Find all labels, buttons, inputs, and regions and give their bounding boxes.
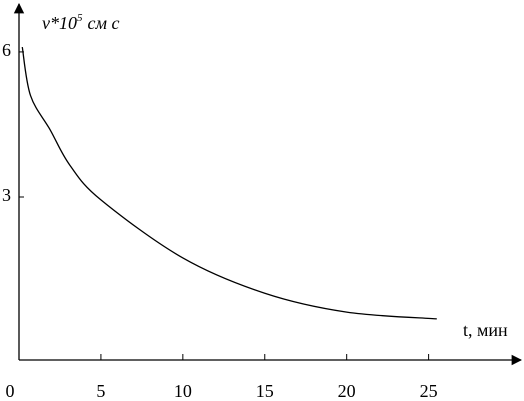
x-tick-label: 0 [6, 381, 15, 401]
curve [21, 46, 437, 320]
y-tick-label: 6 [2, 40, 11, 60]
y-tick-label: 3 [2, 185, 11, 205]
x-tick-label: 25 [420, 381, 438, 401]
x-axis-label: t, мин [463, 320, 508, 340]
x-tick-label: 20 [338, 381, 356, 401]
y-axis-label: v*105 см с [42, 12, 119, 34]
y-label-exponent: 5 [77, 12, 83, 24]
x-tick-label: 5 [96, 381, 105, 401]
y-label-unit: см с [88, 13, 120, 33]
x-tick-label: 10 [174, 381, 192, 401]
x-tick-label: 15 [256, 381, 274, 401]
y-label-base: v*10 [42, 13, 77, 33]
